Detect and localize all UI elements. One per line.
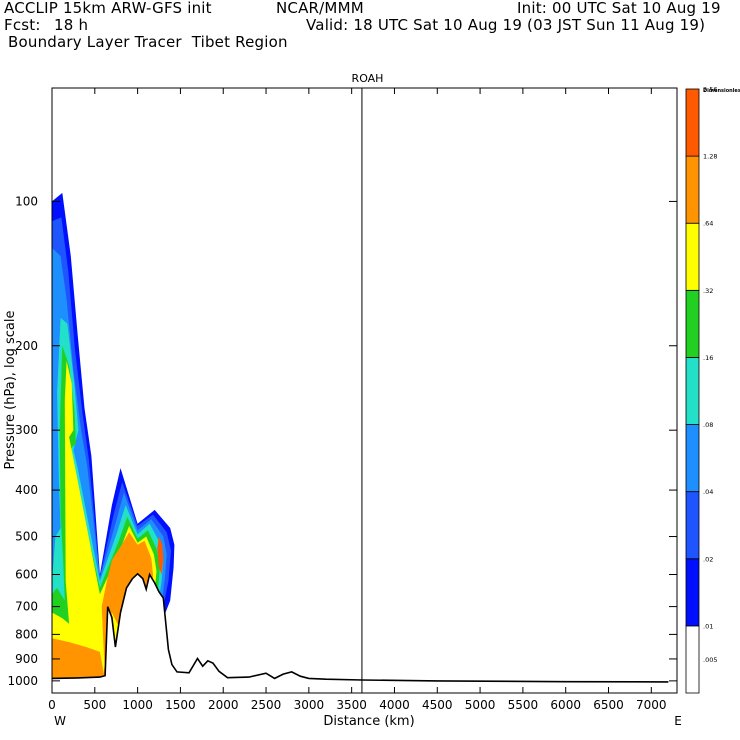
colorbar-level-label: .01: [703, 622, 713, 630]
colorbar-level-label: 2.56: [703, 86, 717, 94]
chart-title: ROAH: [352, 72, 384, 85]
y-tick-label: 900: [15, 652, 38, 666]
x-tick-label: 500: [83, 698, 106, 712]
header-field: Boundary Layer Tracer Tibet Region: [8, 33, 288, 51]
colorbar-swatch: [685, 558, 700, 627]
y-tick-label: 600: [15, 568, 38, 582]
x-tick-label: 6500: [593, 698, 624, 712]
y-tick-label: 400: [15, 483, 38, 497]
y-tick-label: 500: [15, 530, 38, 544]
colorbar-unit-label: Dimensionless: [703, 88, 740, 94]
header-fcst-value: 18 h: [54, 16, 89, 34]
plot-frame: [51, 87, 678, 694]
tracer-region-6: [52, 532, 153, 681]
terrain-layer: [51, 572, 669, 693]
header-init: Init: 00 UTC Sat 10 Aug 19: [517, 0, 721, 17]
colorbar-swatch: [685, 625, 700, 694]
header-model: ACCLIP 15km ARW-GFS init: [4, 0, 212, 17]
colorbar-swatch: [685, 222, 700, 291]
header-fcst-label: Fcst:: [4, 16, 41, 34]
x-tick-label: 1500: [165, 698, 196, 712]
x-tick-label: 6000: [550, 698, 581, 712]
y-tick-label: 300: [15, 423, 38, 437]
terrain-line: [51, 572, 669, 683]
east-end-label: E: [674, 714, 682, 728]
colorbar-level-label: .16: [703, 354, 713, 362]
y-axis-label: Pressure (hPa), log scale: [3, 311, 18, 470]
terrain-fill: [52, 573, 669, 693]
y-tick-label: 200: [15, 339, 38, 353]
x-tick-label: 4500: [422, 698, 453, 712]
x-tick-label: 2500: [251, 698, 282, 712]
header-valid: Valid: 18 UTC Sat 10 Aug 19 (03 JST Sun …: [306, 16, 706, 34]
colorbar-level-label: .04: [703, 488, 713, 496]
x-tick-label: 3500: [336, 698, 367, 712]
x-tick-label: 5000: [465, 698, 496, 712]
colorbar-layer: .005 .01 .02 .04 .08 .16 .32 .64 1.28 2.56Dimensi…: [685, 86, 740, 694]
x-axis-label: Distance (km): [323, 714, 414, 729]
x-tick-label: 5500: [508, 698, 539, 712]
colorbar-level-label: .64: [703, 220, 713, 228]
colorbar-swatch: [685, 88, 700, 157]
x-tick-label: 7000: [636, 698, 667, 712]
tracer-region-7: [157, 536, 164, 575]
y-tick-label: 1000: [7, 674, 38, 688]
colorbar-swatch: [685, 155, 700, 224]
colorbar-level-label: .005: [703, 656, 717, 664]
colorbar-level-label: .32: [703, 287, 713, 295]
axes-layer: 0 500 1000 1500 2000 2500 3000 3500 4000 4500 5000…: [3, 72, 682, 729]
x-tick-label: 0: [48, 698, 56, 712]
colorbar-swatch: [685, 289, 700, 358]
colorbar-swatch: [685, 357, 700, 425]
x-tick-label: 3000: [294, 698, 325, 712]
colorbar-swatch: [685, 424, 700, 493]
y-tick-label: 700: [15, 600, 38, 614]
y-tick-label: 100: [15, 194, 38, 208]
colorbar-level-label: 1.28: [703, 153, 717, 161]
x-tick-label: 4000: [379, 698, 410, 712]
west-end-label: W: [54, 714, 66, 728]
header-org: NCAR/MMM: [276, 0, 364, 17]
x-tick-label: 1000: [122, 698, 153, 712]
y-tick-label: 800: [15, 627, 38, 641]
colorbar-swatch: [685, 491, 700, 560]
colorbar-level-label: .08: [703, 421, 713, 429]
x-tick-label: 2000: [208, 698, 239, 712]
colorbar-level-label: .02: [703, 555, 713, 563]
